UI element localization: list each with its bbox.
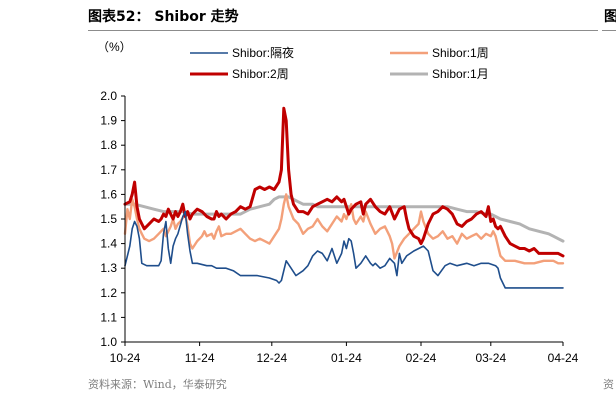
series-line-3 (123, 106, 565, 258)
x-tick-label: 10-24 (110, 351, 141, 365)
x-tick-label: 11-24 (185, 351, 215, 365)
next-figure-source-fragment: 资 (603, 378, 614, 391)
y-tick-label: 1.6 (100, 187, 117, 201)
y-tick-label: 1.8 (100, 138, 117, 152)
x-tick-label: 03-24 (475, 351, 506, 365)
next-figure-divider (602, 30, 616, 31)
x-tick-label: 01-24 (331, 351, 362, 365)
series-line-2 (123, 193, 565, 265)
x-tick-label: 02-24 (406, 351, 437, 365)
legend-label: Shibor:1周 (432, 46, 489, 60)
y-tick-label: 1.9 (100, 114, 117, 128)
chart-title: 图表52： Shibor 走势 (88, 9, 239, 25)
y-tick-label: 1.5 (100, 212, 117, 226)
y-tick-label: 1.7 (100, 163, 117, 177)
chart-legend: Shibor:隔夜 Shibor:1周 Shibor:2周 Shibor:1月 (190, 45, 489, 81)
x-tick-label: 12-24 (256, 351, 287, 365)
y-tick-label: 1.0 (100, 335, 117, 349)
y-tick-label: 1.4 (100, 237, 117, 251)
legend-label: Shibor:2周 (232, 67, 289, 81)
legend-label: Shibor:1月 (432, 67, 489, 81)
chart-axes: 2.0 1.9 1.8 1.7 1.6 1.5 1.4 1.3 1.2 1.1 1.0 10-24 11… (100, 89, 578, 365)
y-tick-label: 1.1 (100, 310, 117, 324)
series-line-4 (123, 195, 565, 243)
y-tick-label: 1.3 (100, 261, 117, 275)
shibor-line-chart: Shibor:隔夜 Shibor:1周 Shibor:2周 Shibor:1月 （%）… (97, 40, 579, 365)
y-tick-label: 1.2 (100, 286, 117, 300)
y-axis-unit-label: （%） (97, 40, 132, 54)
series-layer (123, 106, 565, 289)
legend-label: Shibor:隔夜 (232, 45, 294, 60)
series-line-1 (124, 210, 564, 289)
next-figure-title-fragment: 图 (604, 9, 616, 24)
source-note: 资料来源：Wind，华泰研究 (88, 378, 227, 391)
x-tick-label: 04-24 (548, 351, 579, 365)
y-tick-label: 2.0 (100, 89, 117, 103)
title-divider (88, 30, 598, 31)
